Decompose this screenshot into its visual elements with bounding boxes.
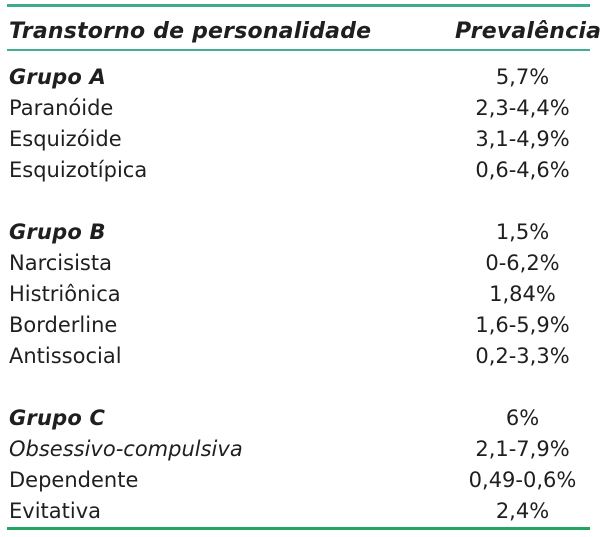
row-value: 0-6,2% <box>485 251 560 275</box>
table-row-evitativa: Evitativa 2,4% <box>7 496 590 527</box>
row-label: Grupo B <box>9 220 106 244</box>
table-row-paranoide: Paranóide 2,3-4,4% <box>7 93 590 124</box>
row-label: Esquizóide <box>9 127 122 151</box>
row-label: Narcisista <box>9 251 112 275</box>
table-row-grupo-a: Grupo A 5,7% <box>7 62 590 93</box>
row-value: 1,5% <box>495 220 550 244</box>
table-row-esquizoide: Esquizóide 3,1-4,9% <box>7 124 590 155</box>
column-header-disorder: Transtorno de personalidade <box>9 19 372 44</box>
row-value: 5,7% <box>495 65 550 89</box>
row-label: Borderline <box>9 313 118 337</box>
row-label: Grupo A <box>9 65 106 89</box>
row-value: 0,2-3,3% <box>475 344 570 368</box>
row-value: 1,6-5,9% <box>475 313 570 337</box>
row-value: 3,1-4,9% <box>475 127 570 151</box>
table-row-borderline: Borderline 1,6-5,9% <box>7 310 590 341</box>
table-row-antissocial: Antissocial 0,2-3,3% <box>7 341 590 372</box>
row-label: Grupo C <box>9 406 106 430</box>
table-row-esquizotipica: Esquizotípica 0,6-4,6% <box>7 155 590 186</box>
row-label: Dependente <box>9 468 139 492</box>
table-row-narcisista: Narcisista 0-6,2% <box>7 248 590 279</box>
table-row-grupo-b: Grupo B 1,5% <box>7 217 590 248</box>
table-row-grupo-c: Grupo C 6% <box>7 403 590 434</box>
group-separator <box>7 372 590 403</box>
table-row-obsessivo-compulsiva: Obsessivo-compulsiva 2,1-7,9% <box>7 434 590 465</box>
row-label: Obsessivo-compulsiva <box>9 437 243 461</box>
row-label: Paranóide <box>9 96 114 120</box>
row-value: 2,3-4,4% <box>475 96 570 120</box>
table-row-histrionica: Histriônica 1,84% <box>7 279 590 310</box>
table-body: Grupo A 5,7% Paranóide 2,3-4,4% Esquizói… <box>7 51 590 527</box>
table-row-dependente: Dependente 0,49-0,6% <box>7 465 590 496</box>
prevalence-table: Transtorno de personalidade Prevalência … <box>7 4 600 530</box>
column-header-prevalence: Prevalência <box>455 19 600 44</box>
row-value: 6% <box>505 406 540 430</box>
row-value: 2,4% <box>495 499 550 523</box>
row-label: Esquizotípica <box>9 158 148 182</box>
row-value: 1,84% <box>489 282 556 306</box>
row-label: Evitativa <box>9 499 101 523</box>
row-value: 0,49-0,6% <box>468 468 577 492</box>
table-header-row: Transtorno de personalidade Prevalência <box>7 7 600 51</box>
row-label: Antissocial <box>9 344 122 368</box>
row-value: 2,1-7,9% <box>475 437 570 461</box>
group-separator <box>7 186 590 217</box>
row-label: Histriônica <box>9 282 121 306</box>
row-value: 0,6-4,6% <box>475 158 570 182</box>
